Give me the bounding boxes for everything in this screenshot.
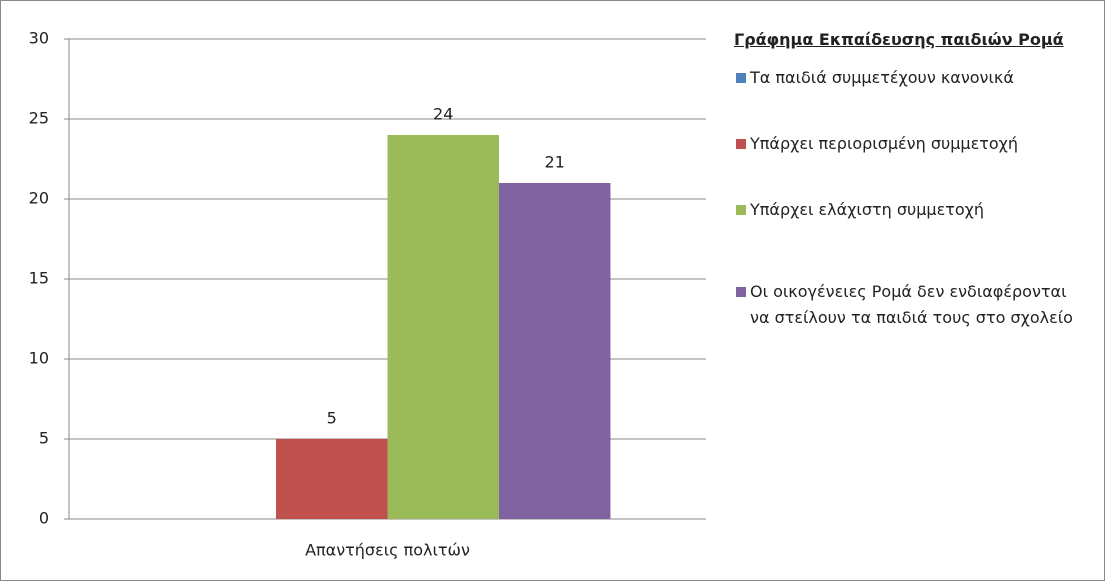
- legend-entry: Υπάρχει ελάχιστη συμμετοχή: [734, 197, 1089, 223]
- legend-entry: Τα παιδιά συμμετέχουν κανονικά: [734, 65, 1089, 91]
- legend-label: Υπάρχει ελάχιστη συμμετοχή: [750, 200, 985, 219]
- x-tick-label: Απαντήσεις πολιτών: [305, 541, 470, 560]
- bar: [276, 439, 388, 519]
- legend-swatch: [736, 73, 746, 83]
- y-tick-label: 25: [29, 109, 49, 128]
- legend: Γράφημα Εκπαίδευσης παιδιών Ρομά Τα παιδ…: [734, 27, 1089, 331]
- y-tick-label: 0: [39, 509, 49, 528]
- legend-swatch: [736, 287, 746, 297]
- legend-entry: Οι οικογένειες Ρομά δεν ενδιαφέρονται να…: [734, 279, 1089, 331]
- y-tick-label: 15: [29, 269, 49, 288]
- bar: [387, 135, 499, 519]
- legend-label: Τα παιδιά συμμετέχουν κανονικά: [750, 68, 1014, 87]
- data-label: 21: [545, 153, 565, 172]
- bar: [498, 183, 611, 519]
- legend-title: Γράφημα Εκπαίδευσης παιδιών Ρομά: [734, 30, 1064, 49]
- y-tick-label: 5: [39, 429, 49, 448]
- y-tick-label: 10: [29, 349, 49, 368]
- legend-label: Οι οικογένειες Ρομά δεν ενδιαφέρονται να…: [750, 282, 1073, 327]
- data-label: 5: [327, 409, 337, 428]
- data-label: 24: [433, 105, 453, 124]
- legend-swatch: [736, 139, 746, 149]
- legend-entry: Υπάρχει περιορισμένη συμμετοχή: [734, 131, 1089, 157]
- legend-label: Υπάρχει περιορισμένη συμμετοχή: [750, 134, 1019, 153]
- y-tick-label: 20: [29, 189, 49, 208]
- legend-swatch: [736, 205, 746, 215]
- y-tick-label: 30: [29, 29, 49, 48]
